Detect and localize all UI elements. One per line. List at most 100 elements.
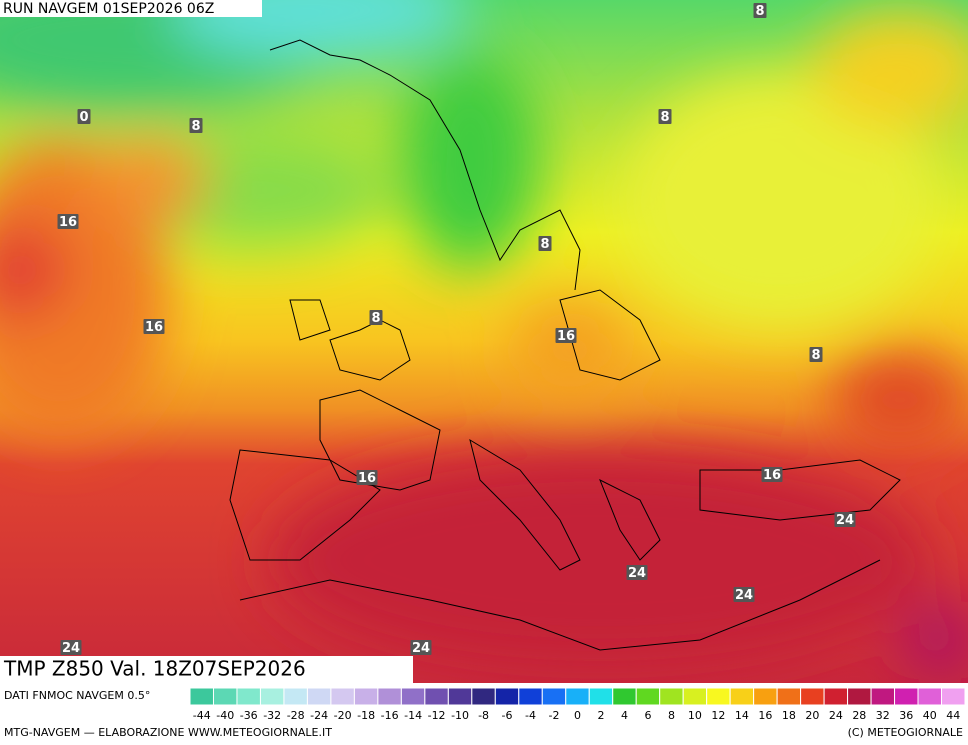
contour-label-box [658,109,672,124]
scale-label: -4 [525,709,536,722]
contour-label: 8 [811,348,820,363]
scale-swatch [236,687,261,706]
scale-swatch [941,687,966,706]
scale-label: 14 [735,709,749,722]
contour-label: 0 [79,110,88,125]
contour-label-box [809,347,823,362]
contour-label: 16 [358,471,376,486]
contour-label: 16 [557,329,575,344]
contour-label-box [60,640,82,655]
scale-swatch [447,687,473,706]
field-label: TMP Z850 Val. 18Z07SEP2026 [3,657,306,681]
credit-label: MTG-NAVGEM — ELABORAZIONE WWW.METEOGIORN… [4,726,332,739]
scale-label: 40 [923,709,937,722]
scale-swatch [424,687,449,706]
scale-label: 24 [829,709,843,722]
run-label: RUN NAVGEM 01SEP2026 06Z [3,1,214,17]
scale-swatch [870,687,896,706]
scale-label: 12 [711,709,725,722]
scale-label: -32 [263,709,281,722]
scale-label: -12 [428,709,446,722]
scale-swatch [847,687,872,706]
contour-label: 24 [735,588,753,603]
scale-swatch [776,687,802,706]
contour-label: 8 [371,311,380,326]
scale-swatch [283,687,308,706]
contour-label-box [77,109,91,124]
contour-label: 16 [145,320,163,335]
scale-label: 16 [758,709,772,722]
scale-label: -36 [240,709,258,722]
scale-label: 8 [668,709,675,722]
scale-label: -8 [478,709,489,722]
scale-swatch [353,687,379,706]
scale-swatch [212,687,238,706]
scale-swatch [894,687,919,706]
contour-label-box [761,467,783,482]
scale-swatch [471,687,496,706]
contour-label-box [626,565,648,580]
scale-label: -40 [216,709,234,722]
scale-label: -20 [334,709,352,722]
contour-label: 24 [62,641,80,656]
field-box [0,656,413,683]
scale-label: 28 [852,709,866,722]
scale-swatch [330,687,355,706]
scale-label: 32 [876,709,890,722]
contour-label-box [733,587,755,602]
contour-label-box [57,214,79,229]
scale-label: 4 [621,709,628,722]
contour-label-box [369,310,383,325]
scale-swatch [706,687,731,706]
header-box [0,0,262,17]
contour-label-box [834,512,856,527]
contour-label: 8 [660,110,669,125]
scale-swatch [306,687,332,706]
scale-label: -24 [310,709,328,722]
scale-swatch [259,687,285,706]
scale-label: 2 [597,709,604,722]
scale-swatch [823,687,849,706]
scale-label: -44 [193,709,211,722]
scale-swatch [682,687,708,706]
scale-label: -16 [381,709,399,722]
temperature-field [0,0,968,683]
scale-swatch [753,687,778,706]
source-label: DATI FNMOC NAVGEM 0.5° [4,689,150,702]
scale-label: -10 [451,709,469,722]
scale-swatch [494,687,520,706]
contour-label: 8 [191,119,200,134]
copyright-label: (C) METEOGIORNALE [848,726,963,739]
scale-swatch [917,687,943,706]
scale-swatch [588,687,614,706]
scale-swatch [800,687,825,706]
scale-label: 10 [688,709,702,722]
contour-label: 8 [540,237,549,252]
scale-swatch [400,687,426,706]
scale-label: 44 [946,709,960,722]
contour-label-box [555,328,577,343]
contour-label-box [410,640,432,655]
contour-label-box [753,3,767,18]
contour-label-box [356,470,378,485]
scale-swatch [541,687,567,706]
scale-label: -6 [502,709,513,722]
scale-swatch [377,687,402,706]
scale-label: 0 [574,709,581,722]
scale-swatch [565,687,590,706]
contour-label: 24 [412,641,430,656]
contour-label: 16 [763,468,781,483]
scale-label: 20 [805,709,819,722]
scale-label: -18 [357,709,375,722]
scale-swatch [635,687,661,706]
contour-label: 24 [628,566,646,581]
contour-label-box [538,236,552,251]
scale-swatch [659,687,684,706]
contour-label: 8 [755,4,764,19]
contour-label: 24 [836,513,854,528]
contour-label-box [189,118,203,133]
contour-label-box [143,319,165,334]
scale-label: 6 [644,709,651,722]
